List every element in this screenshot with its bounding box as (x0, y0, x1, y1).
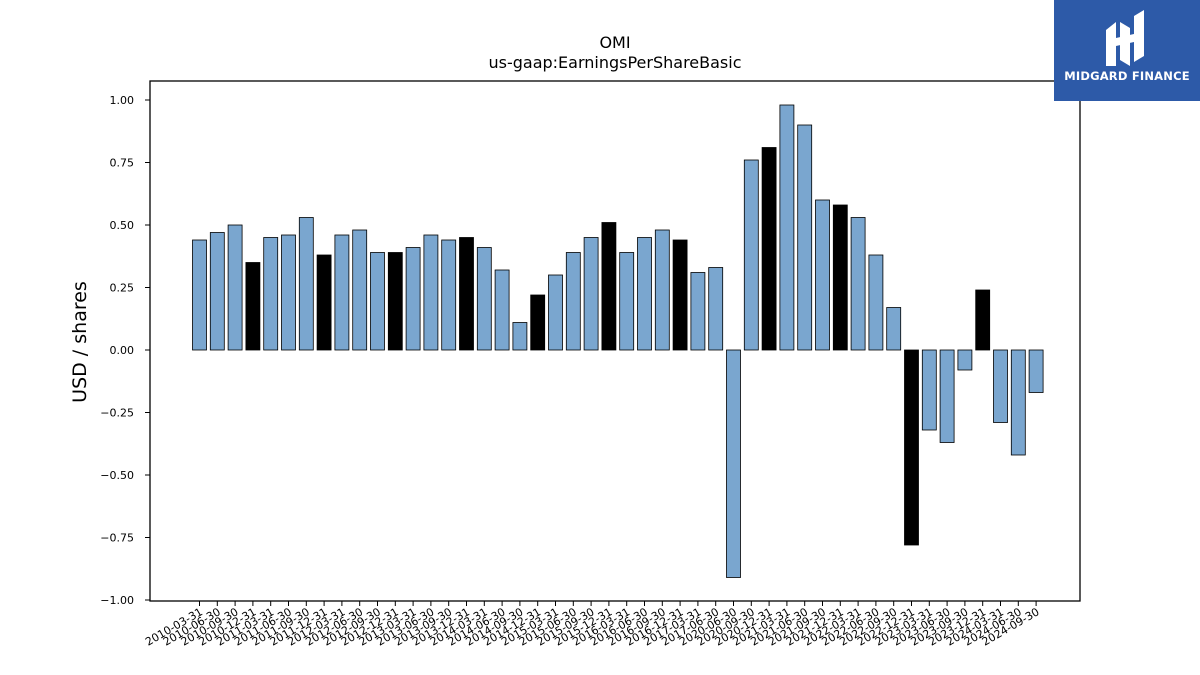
bar-2014-09-30 (512, 322, 528, 351)
bar-2013-03-31 (405, 247, 421, 351)
bar-2017-06-30 (708, 267, 724, 351)
x-axis: 2010-03-312010-06-302010-09-302010-12-31… (143, 601, 1042, 649)
bar-2014-12-31 (530, 294, 546, 351)
bar-2021-03-31 (779, 104, 795, 351)
bar-2020-09-30 (743, 159, 759, 351)
bar-2014-06-30 (494, 269, 510, 351)
bar-2024-06-30 (1010, 349, 1026, 456)
bar-2010-12-31 (245, 262, 261, 351)
bar-2014-03-31 (476, 247, 492, 351)
y-tick-label: 1.00 (110, 94, 135, 107)
plot-frame (149, 80, 1081, 602)
bar-2020-12-31 (761, 147, 777, 351)
chart-subtitle: us-gaap:EarningsPerShareBasic (488, 53, 741, 72)
bar-2011-03-31 (263, 237, 279, 351)
bar-2021-06-30 (797, 124, 813, 351)
chart-title: OMI (599, 33, 630, 52)
y-axis-label: USD / shares (69, 281, 91, 403)
bar-2010-09-30 (227, 224, 243, 351)
brand-name: MIDGARD FINANCE (1064, 69, 1190, 83)
bar-2021-12-31 (832, 204, 848, 351)
bar-2011-06-30 (281, 234, 296, 351)
bar-2016-12-31 (672, 239, 688, 351)
bar-2022-06-30 (868, 254, 884, 351)
bar-2020-06-30 (726, 349, 741, 578)
bar-2024-03-31 (993, 349, 1008, 423)
brand-logo: MIDGARD FINANCE (1054, 0, 1200, 101)
y-tick-label: 0.75 (110, 157, 135, 170)
bar-2013-12-31 (459, 237, 474, 351)
bar-2016-06-30 (637, 237, 652, 351)
bar-2022-09-30 (886, 307, 902, 351)
y-tick-label: −0.75 (100, 532, 134, 545)
bar-2010-06-30 (209, 232, 225, 351)
bar-2024-09-30 (1028, 349, 1044, 393)
bar-2012-03-31 (334, 234, 350, 351)
bar-2016-09-30 (654, 229, 670, 351)
bar-2023-12-31 (975, 289, 991, 351)
bar-2011-12-31 (316, 254, 332, 351)
midgard-logo-icon (1106, 10, 1144, 66)
bar-2015-06-30 (565, 252, 581, 351)
bar-2012-12-31 (387, 252, 403, 351)
y-tick-label: −0.25 (100, 407, 134, 420)
bar-2010-03-31 (192, 239, 207, 351)
y-tick-label: 0.50 (110, 219, 135, 232)
bar-2022-12-31 (904, 349, 919, 546)
y-tick-label: −0.50 (100, 469, 134, 482)
bar-2023-09-30 (957, 349, 973, 371)
y-tick-label: 0.25 (110, 282, 135, 295)
bar-2012-09-30 (370, 252, 385, 351)
bar-2013-09-30 (441, 239, 457, 351)
bar-2017-03-31 (690, 272, 706, 351)
bar-2023-06-30 (939, 349, 955, 443)
bar-2015-09-30 (583, 237, 599, 351)
bar-2021-09-30 (815, 199, 830, 351)
y-tick-label: 0.00 (110, 344, 135, 357)
bar-2023-03-31 (921, 349, 937, 431)
y-axis: 1.00 0.75 0.50 0.25 0.00 −0.25 −0.50 −0.75 −1.00 (100, 94, 150, 607)
bars-group (192, 104, 1044, 578)
bar-2011-09-30 (298, 217, 314, 351)
bar-2022-03-31 (850, 217, 866, 351)
bar-2016-03-31 (619, 252, 635, 351)
bar-2015-03-31 (548, 274, 563, 351)
bar-2013-06-30 (423, 234, 439, 351)
bar-2012-06-30 (352, 229, 368, 351)
y-tick-label: −1.00 (100, 594, 134, 607)
bar-2015-12-31 (601, 222, 617, 351)
